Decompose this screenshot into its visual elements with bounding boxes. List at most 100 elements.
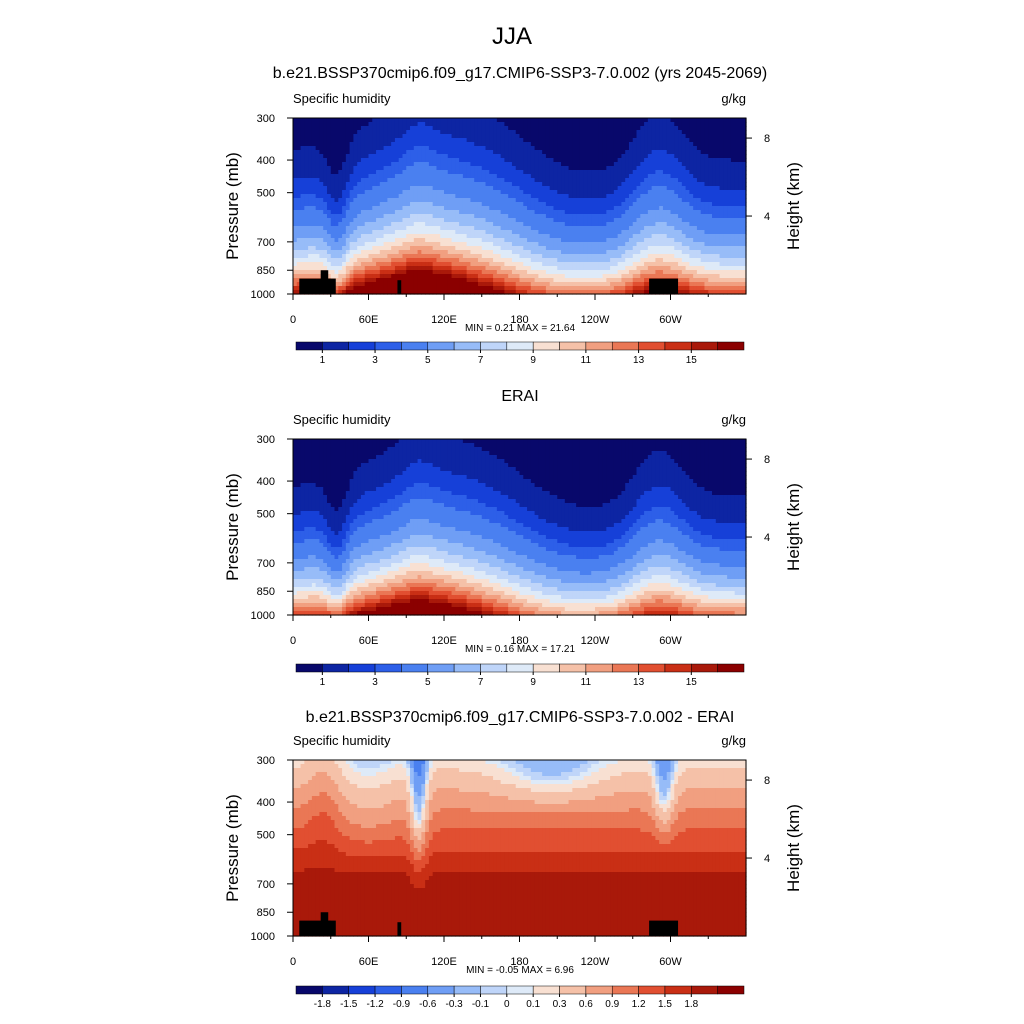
heatmap-cell bbox=[674, 182, 679, 187]
heatmap-cell bbox=[700, 182, 706, 187]
heatmap-cell bbox=[470, 166, 475, 171]
heatmap-cell bbox=[742, 278, 747, 283]
heatmap-cell bbox=[674, 158, 679, 163]
heatmap-cell bbox=[572, 178, 577, 183]
heatmap-cell bbox=[326, 206, 332, 211]
heatmap-cell bbox=[700, 230, 706, 235]
heatmap-cell bbox=[678, 134, 683, 139]
heatmap-cell bbox=[334, 118, 339, 123]
heatmap-cell bbox=[293, 242, 298, 247]
heatmap-cell bbox=[738, 214, 743, 219]
heatmap-cell bbox=[598, 142, 604, 147]
heatmap-cell bbox=[511, 186, 517, 191]
heatmap-cell bbox=[357, 162, 362, 167]
heatmap-cell bbox=[557, 158, 562, 163]
heatmap-cell bbox=[383, 282, 388, 287]
heatmap-cell bbox=[410, 234, 415, 239]
heatmap-cell bbox=[568, 222, 573, 227]
heatmap-cell bbox=[504, 162, 509, 167]
heatmap-cell bbox=[345, 174, 351, 179]
heatmap-cell bbox=[613, 230, 619, 235]
heatmap-cell bbox=[493, 118, 498, 123]
heatmap-cell bbox=[342, 170, 347, 175]
heatmap-cell bbox=[602, 262, 607, 267]
heatmap-cell bbox=[628, 122, 634, 127]
heatmap-cell bbox=[462, 202, 468, 207]
heatmap-cell bbox=[319, 222, 324, 227]
heatmap-cell bbox=[625, 274, 630, 279]
heatmap-cell bbox=[466, 222, 472, 227]
heatmap-cell bbox=[511, 190, 517, 195]
heatmap-cell bbox=[470, 230, 475, 235]
heatmap-cell bbox=[338, 134, 343, 139]
heatmap-cell bbox=[628, 150, 634, 155]
heatmap-cell bbox=[704, 126, 709, 131]
heatmap-cell bbox=[519, 258, 524, 263]
heatmap-cell bbox=[334, 274, 339, 279]
heatmap-cell bbox=[640, 274, 645, 279]
heatmap-cell bbox=[432, 222, 438, 227]
heatmap-cell bbox=[742, 246, 747, 251]
heatmap-cell bbox=[387, 250, 392, 255]
heatmap-cell bbox=[413, 266, 419, 271]
heatmap-cell bbox=[659, 246, 664, 251]
heatmap-cell bbox=[579, 186, 585, 191]
heatmap-cell bbox=[538, 278, 543, 283]
heatmap-cell bbox=[398, 226, 404, 231]
heatmap-cell bbox=[678, 166, 683, 171]
heatmap-cell bbox=[557, 210, 562, 215]
heatmap-cell bbox=[523, 182, 528, 187]
heatmap-cell bbox=[647, 162, 653, 167]
heatmap-cell bbox=[655, 262, 660, 267]
heatmap-cell bbox=[345, 166, 351, 171]
heatmap-cell bbox=[553, 242, 558, 247]
heatmap-cell bbox=[572, 250, 577, 255]
heatmap-cell bbox=[451, 206, 456, 211]
heatmap-cell bbox=[481, 226, 487, 231]
heatmap-cell bbox=[421, 202, 426, 207]
heatmap-cell bbox=[591, 134, 596, 139]
heatmap-cell bbox=[481, 274, 487, 279]
heatmap-cell bbox=[685, 274, 690, 279]
heatmap-cell bbox=[519, 190, 524, 195]
heatmap-cell bbox=[462, 214, 468, 219]
heatmap-cell bbox=[360, 146, 366, 151]
heatmap-cell bbox=[579, 234, 585, 239]
heatmap-cell bbox=[515, 230, 521, 235]
heatmap-cell bbox=[557, 198, 562, 203]
heatmap-cell bbox=[368, 222, 373, 227]
heatmap-cell bbox=[387, 202, 392, 207]
heatmap-cell bbox=[402, 122, 407, 127]
heatmap-cell bbox=[553, 118, 558, 123]
heatmap-cell bbox=[293, 122, 298, 127]
heatmap-cell bbox=[693, 130, 698, 135]
heatmap-cell bbox=[715, 230, 721, 235]
heatmap-cell bbox=[436, 278, 441, 283]
heatmap-cell bbox=[727, 182, 732, 187]
heatmap-cell bbox=[644, 134, 649, 139]
heatmap-cell bbox=[425, 150, 430, 155]
heatmap-cell bbox=[742, 202, 747, 207]
heatmap-cell bbox=[477, 210, 483, 215]
heatmap-cell bbox=[595, 138, 600, 143]
heatmap-cell bbox=[553, 150, 558, 155]
heatmap-cell bbox=[685, 146, 690, 151]
heatmap-cell bbox=[662, 178, 668, 183]
heatmap-cell bbox=[440, 158, 445, 163]
heatmap-cell bbox=[613, 242, 619, 247]
heatmap-cell bbox=[500, 170, 506, 175]
heatmap-cell bbox=[413, 274, 419, 279]
heatmap-cell bbox=[376, 234, 381, 239]
heatmap-cell bbox=[727, 250, 732, 255]
heatmap-cell bbox=[330, 222, 336, 227]
heatmap-cell bbox=[689, 238, 694, 243]
heatmap-cell bbox=[508, 230, 513, 235]
heatmap-cell bbox=[591, 202, 596, 207]
heatmap-cell bbox=[406, 210, 411, 215]
heatmap-cell bbox=[304, 218, 309, 223]
heatmap-cell bbox=[530, 178, 536, 183]
heatmap-cell bbox=[568, 190, 573, 195]
heatmap-cell bbox=[338, 218, 343, 223]
heatmap-cell bbox=[406, 142, 411, 147]
heatmap-cell bbox=[296, 270, 302, 275]
